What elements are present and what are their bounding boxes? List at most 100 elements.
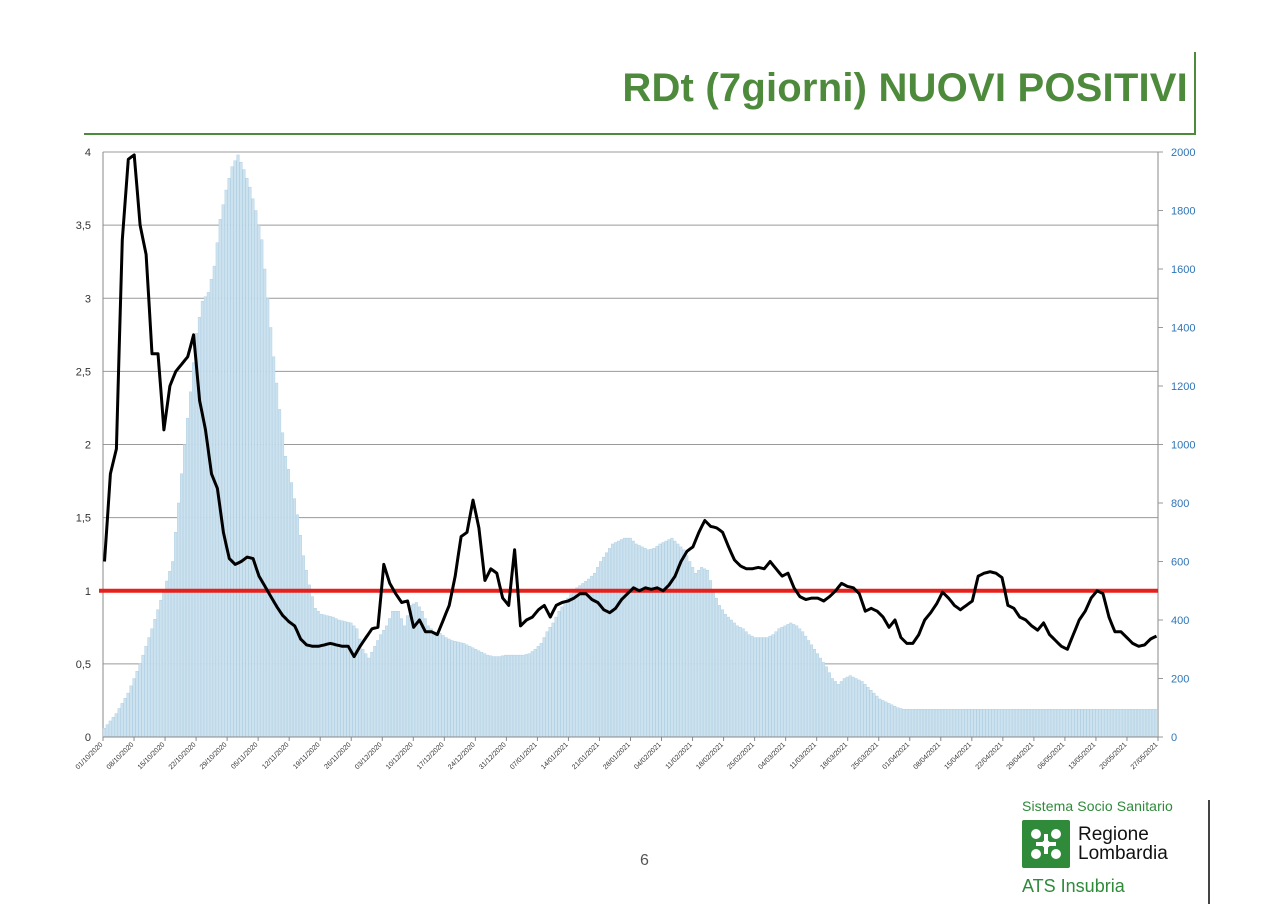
cases-bar bbox=[1092, 709, 1096, 738]
cases-bar bbox=[230, 166, 234, 738]
cases-bar bbox=[569, 593, 573, 738]
cases-bar bbox=[168, 571, 172, 738]
cases-bar bbox=[1038, 709, 1042, 738]
cases-bar bbox=[1139, 709, 1143, 738]
cases-bar bbox=[165, 580, 169, 738]
cases-bar bbox=[426, 625, 430, 738]
cases-bar bbox=[881, 700, 885, 738]
cases-bar bbox=[450, 640, 454, 738]
cases-bar bbox=[890, 704, 894, 738]
cases-bar bbox=[174, 532, 178, 738]
cases-bar bbox=[700, 567, 704, 738]
cases-bar bbox=[307, 584, 311, 738]
cases-bar bbox=[527, 653, 531, 738]
cases-bar bbox=[284, 456, 288, 738]
x-axis-tick-label: 11/03/2021 bbox=[789, 741, 818, 770]
cases-bar bbox=[908, 709, 912, 738]
cases-bar bbox=[833, 681, 837, 738]
cases-bar bbox=[1136, 709, 1140, 738]
cases-bar bbox=[970, 709, 974, 738]
cases-bar bbox=[836, 684, 840, 738]
left-axis-tick-label: 3,5 bbox=[76, 220, 91, 232]
cases-bar bbox=[1021, 709, 1025, 738]
cases-bar bbox=[985, 709, 989, 738]
cases-bar bbox=[417, 606, 421, 738]
x-axis-tick-label: 15/10/2020 bbox=[137, 741, 167, 771]
cases-bar bbox=[539, 643, 543, 738]
cases-bar bbox=[839, 681, 843, 738]
cases-bar bbox=[801, 631, 805, 738]
cases-bar bbox=[1012, 709, 1016, 738]
left-axis-tick-label: 0 bbox=[85, 732, 91, 744]
cases-bar bbox=[682, 549, 686, 738]
cases-bar bbox=[209, 279, 213, 738]
cases-bar bbox=[269, 327, 273, 738]
cases-bar bbox=[1098, 709, 1102, 738]
right-axis-tick-label: 0 bbox=[1171, 732, 1177, 744]
cases-bar bbox=[405, 615, 409, 738]
x-axis-tick-label: 31/12/2020 bbox=[478, 741, 508, 771]
cases-bar bbox=[937, 709, 941, 738]
cases-bar bbox=[292, 498, 296, 738]
cases-bar bbox=[878, 698, 882, 738]
cases-bar bbox=[105, 724, 109, 738]
cases-bar bbox=[120, 703, 124, 738]
right-axis-tick-label: 1000 bbox=[1171, 440, 1195, 452]
logo-name-line1: Regione bbox=[1078, 824, 1149, 845]
cases-bar bbox=[786, 624, 790, 738]
cases-bar bbox=[281, 432, 285, 738]
cases-bar bbox=[456, 641, 460, 738]
cases-bar bbox=[123, 698, 127, 738]
cases-bar bbox=[498, 656, 502, 738]
cases-bar bbox=[1086, 709, 1090, 738]
cases-bar bbox=[295, 514, 299, 738]
cases-bar bbox=[706, 570, 710, 738]
cases-bar bbox=[328, 616, 332, 738]
cases-bar bbox=[138, 663, 142, 738]
cases-bar bbox=[515, 654, 519, 738]
cases-bar bbox=[245, 178, 249, 738]
cases-bar bbox=[376, 640, 380, 738]
cases-bar bbox=[712, 590, 715, 738]
cases-bar bbox=[322, 614, 326, 738]
x-axis-tick-label: 19/11/2020 bbox=[292, 741, 321, 770]
cases-bar bbox=[117, 708, 121, 738]
cases-bar bbox=[506, 654, 510, 738]
cases-bar bbox=[685, 555, 689, 738]
cases-bar bbox=[925, 709, 929, 738]
cases-bar bbox=[287, 469, 291, 738]
cases-bar bbox=[581, 583, 585, 738]
cases-bar bbox=[917, 709, 921, 738]
cases-bar bbox=[905, 709, 909, 738]
cases-bar bbox=[967, 709, 971, 738]
cases-bar bbox=[370, 651, 374, 738]
cases-bar bbox=[661, 542, 665, 738]
cases-bar bbox=[361, 649, 365, 738]
cases-bar bbox=[1089, 709, 1093, 738]
cases-bar bbox=[132, 678, 136, 738]
rdt-line bbox=[103, 153, 1158, 659]
right-axis-tick-label: 400 bbox=[1171, 615, 1189, 627]
cases-bar bbox=[911, 709, 915, 738]
x-axis-tick-label: 04/02/2021 bbox=[633, 741, 663, 771]
x-axis-tick-label: 29/10/2020 bbox=[199, 741, 229, 771]
cases-bar bbox=[729, 619, 733, 738]
cases-bar bbox=[988, 709, 992, 738]
x-axis-tick-label: 22/04/2021 bbox=[975, 741, 1005, 771]
cases-bar bbox=[830, 678, 834, 738]
cases-bar bbox=[159, 600, 163, 738]
cases-bar bbox=[492, 656, 496, 738]
cases-bar bbox=[242, 169, 246, 738]
cases-bar bbox=[789, 622, 793, 738]
cases-bar bbox=[524, 654, 528, 738]
logo-name-line2: Lombardia bbox=[1078, 843, 1168, 864]
cases-bar bbox=[1154, 709, 1158, 738]
x-axis-tick-label: 18/02/2021 bbox=[695, 741, 725, 771]
x-axis-tick-label: 13/05/2021 bbox=[1068, 741, 1098, 771]
cases-bar bbox=[1047, 709, 1051, 738]
cases-bar bbox=[842, 678, 846, 738]
cases-bar bbox=[150, 628, 154, 738]
cases-bar bbox=[334, 618, 338, 738]
x-axis-tick-label: 29/04/2021 bbox=[1006, 741, 1036, 771]
page-number: 6 bbox=[640, 852, 649, 869]
